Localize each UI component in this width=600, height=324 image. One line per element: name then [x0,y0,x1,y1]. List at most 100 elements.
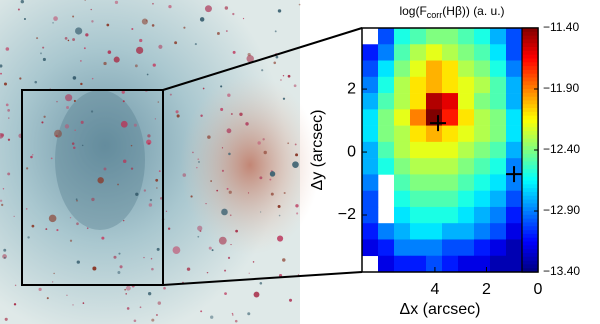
heat-cell [410,60,427,78]
star [295,153,299,157]
star [282,258,286,262]
heat-cell [458,239,475,257]
star [36,37,39,40]
heat-cell [442,158,459,175]
star [198,161,200,163]
colorbar-step [522,66,538,71]
star [74,129,76,132]
heat-cell [490,60,507,78]
star [235,229,238,233]
star [8,117,10,119]
colorbar-step [522,180,538,185]
star [167,227,171,230]
star [133,319,137,323]
star [276,235,284,242]
star [90,110,94,113]
star [80,82,83,86]
colorbar-step [522,69,538,75]
x-tick-label: 4 [430,281,439,298]
colorbar-step [522,214,538,220]
heat-cell [458,190,475,208]
star [292,161,299,168]
sky-image [0,0,320,324]
star [141,18,148,25]
x-tick-label: 2 [482,281,491,298]
colorbar-step [522,138,538,143]
star [220,107,224,111]
colorbar-step [522,169,538,174]
colorbar-step [522,77,538,82]
heat-cell [490,125,507,143]
heat-cell [378,255,395,273]
heat-cell [378,158,395,175]
heat-cell [426,239,443,257]
colorbar-tick-label: −11.90 [543,81,579,95]
heat-cell [442,223,459,240]
star [7,172,11,176]
heat-cell [458,158,475,175]
star [41,121,44,124]
star [199,230,202,232]
heat-cell [442,141,459,159]
star [97,177,104,184]
star [4,257,6,259]
heat-cell [474,174,491,191]
position-marker [430,115,447,132]
star [273,61,277,65]
colorbar-step [522,195,538,200]
star [101,236,105,240]
heat-cell [442,60,459,78]
colorbar-step [522,211,538,216]
colorbar-step [522,161,538,166]
heat-cell [426,141,443,159]
heat-cell [474,93,491,110]
star [34,80,38,84]
star [253,291,260,298]
heat-cell [410,158,427,175]
star [152,63,156,67]
star [210,315,214,319]
star [200,114,203,117]
heat-cell [506,141,523,159]
star [158,44,163,49]
star [124,288,126,291]
heat-cell [410,125,427,143]
heat-cell [458,44,475,61]
star [64,37,68,40]
star [295,204,299,208]
star [69,217,72,219]
heat-cell [394,28,411,45]
star [120,120,128,128]
star [208,246,212,250]
heat-cell [410,76,427,94]
heat-cell [474,109,491,126]
heat-cell [458,206,475,224]
star [275,55,279,59]
star [231,312,234,315]
star [14,284,17,287]
star [25,208,28,210]
star [82,302,85,304]
colorbar-step [522,73,538,78]
star [174,41,178,45]
star [148,142,151,145]
star [154,118,157,120]
heat-cell [394,44,411,61]
heat-cell [442,44,459,61]
heat-cell [474,239,491,257]
star [248,272,250,274]
star [149,198,153,202]
star [40,52,42,55]
heat-cell [394,158,411,175]
star [139,306,142,309]
colorbar-step [522,256,538,261]
colorbar-step [522,268,538,273]
heat-cell [362,125,379,143]
star [229,214,232,217]
colorbar-step [522,134,538,139]
star [197,225,203,231]
star [125,293,127,295]
star [72,38,76,41]
star [274,30,277,33]
star [151,267,154,271]
